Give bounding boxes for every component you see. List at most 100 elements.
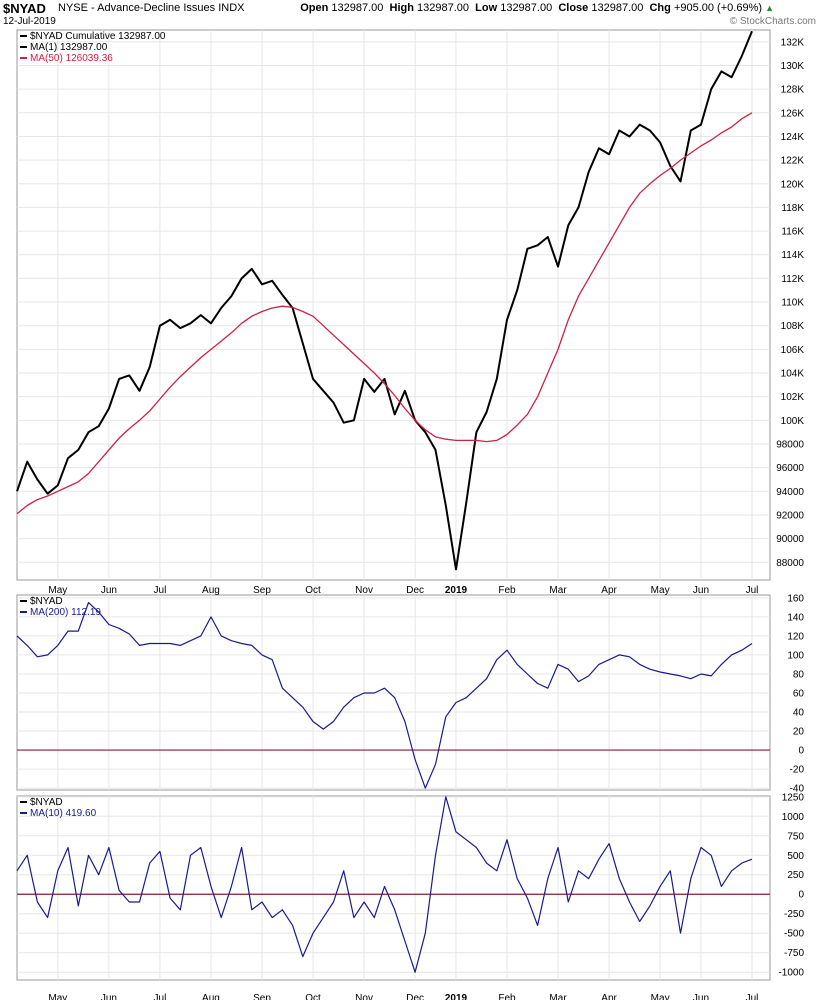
exchange-description: NYSE - Advance-Decline Issues INDX	[58, 2, 244, 14]
x-tick-label: Apr	[601, 993, 617, 1000]
chg-value: +905.00 (+0.69%)	[673, 2, 763, 14]
legend-entry: MA(50) 126039.36	[30, 53, 113, 64]
breadth-ma200-panel: -40 -20 0 20 40 60 80 100 120 140 160 $NYADMA(200) …	[16, 593, 805, 795]
series-line-ma200	[16, 601, 753, 789]
y-tick-label: 500	[787, 851, 804, 862]
breadth-ma10-panel: -1000 -750 -500 -250 0 250 500 750 1000 1250 $NYAD…	[16, 792, 804, 981]
chg-label: Chg	[649, 2, 671, 14]
x-tick-label: Feb	[498, 585, 516, 596]
x-tick-label: May	[48, 993, 67, 1000]
y-tick-label: -20	[790, 765, 805, 776]
change-up-icon: ▲	[765, 3, 774, 13]
x-tick-label: Mar	[549, 993, 567, 1000]
y-tick-label: 100K	[781, 416, 805, 427]
series-line-ma10	[16, 796, 753, 973]
y-tick-label: 104K	[781, 369, 805, 380]
x-tick-label: 2019	[445, 993, 468, 1000]
x-tick-label: Dec	[406, 993, 424, 1000]
y-tick-label: 118K	[781, 203, 804, 214]
price-panel: 88000 90000 92000 94000 96000 98000 100K 102K 10…	[16, 29, 805, 581]
x-tick-label: Jun	[101, 993, 117, 1000]
y-tick-label: -1000	[778, 968, 804, 979]
y-tick-label: 106K	[781, 345, 805, 356]
series-line-nyadcumulative	[16, 30, 753, 571]
y-tick-label: 102K	[781, 392, 805, 403]
x-tick-label: Apr	[601, 585, 617, 596]
y-tick-label: 20	[793, 727, 805, 738]
quote-summary: Open 132987.00 High 132987.00 Low 132987…	[300, 2, 774, 14]
exchange-name: NYSE - Advance-Decline Issues	[58, 2, 216, 14]
chart-date: 12-Jul-2019	[3, 16, 56, 27]
x-tick-label: Jun	[101, 585, 117, 596]
y-tick-label: 130K	[781, 61, 805, 72]
symbol-label: $NYAD	[3, 1, 46, 16]
legend-entry: MA(1) 132987.00	[30, 42, 108, 53]
close-value: 132987.00	[591, 2, 644, 14]
x-axis-bottom: May Jun Jul Aug Sep Oct Nov Dec 2019 Feb Mar Apr May…	[48, 993, 758, 1000]
x-tick-label: Aug	[202, 993, 220, 1000]
y-tick-label: -40	[790, 784, 805, 795]
y-tick-label: 88000	[776, 558, 804, 569]
y-tick-label: 124K	[781, 132, 805, 143]
legend-entry: $NYAD Cumulative 132987.00	[30, 31, 166, 42]
y-tick-label: 116K	[781, 227, 804, 238]
x-tick-label: Jun	[693, 585, 709, 596]
chart-header: $NYAD NYSE - Advance-Decline Issues INDX…	[0, 0, 820, 30]
x-tick-label: Mar	[549, 585, 567, 596]
y-tick-label: 94000	[776, 487, 804, 498]
panel-frame	[16, 29, 771, 581]
y-tick-label: 114K	[781, 250, 804, 261]
x-tick-label: Aug	[202, 585, 220, 596]
y-tick-label: 132K	[781, 37, 805, 48]
low-value: 132987.00	[500, 2, 553, 14]
y-tick-label: 126K	[781, 108, 805, 119]
y-tick-label: 80	[793, 669, 805, 680]
legend-entry: $NYAD	[30, 596, 63, 607]
y-tick-label: 100	[787, 650, 804, 661]
x-tick-label: Dec	[406, 585, 424, 596]
series-line-ma50	[16, 112, 753, 515]
y-tick-label: 0	[798, 746, 804, 757]
y-tick-label: 40	[793, 708, 805, 719]
x-tick-label: May	[651, 993, 670, 1000]
x-tick-label: Jul	[154, 993, 167, 1000]
y-tick-label: 96000	[776, 463, 804, 474]
y-tick-label: 160	[787, 593, 804, 604]
y-tick-label: 120K	[781, 179, 805, 190]
y-tick-label: 110K	[781, 298, 804, 309]
x-tick-label: May	[48, 585, 67, 596]
x-tick-label: Nov	[355, 585, 373, 596]
y-tick-label: 108K	[781, 321, 805, 332]
x-tick-label: May	[651, 585, 670, 596]
index-type: INDX	[218, 2, 245, 14]
stockcharts-watermark: © StockCharts.com	[729, 16, 816, 27]
open-value: 132987.00	[331, 2, 384, 14]
x-tick-label: Sep	[253, 585, 271, 596]
x-tick-label: Feb	[498, 993, 516, 1000]
y-tick-label: 98000	[776, 439, 804, 450]
y-tick-label: 140	[787, 612, 804, 623]
x-tick-label: 2019	[445, 585, 468, 596]
y-tick-label: 250	[787, 870, 804, 881]
legend-entry: $NYAD	[30, 797, 63, 808]
y-tick-label: 128K	[781, 85, 805, 96]
x-tick-label: Jun	[693, 993, 709, 1000]
y-tick-label: 60	[793, 688, 805, 699]
high-label: High	[389, 2, 414, 14]
y-tick-label: 0	[798, 890, 804, 901]
x-tick-label: Jul	[746, 993, 759, 1000]
y-tick-label: 122K	[781, 156, 805, 167]
y-tick-label: 90000	[776, 534, 804, 545]
x-tick-label: Oct	[305, 993, 321, 1000]
x-axis-top: May Jun Jul Aug Sep Oct Nov Dec 2019 Feb Mar Apr May…	[48, 585, 758, 596]
close-label: Close	[558, 2, 589, 14]
x-tick-label: Jul	[154, 585, 167, 596]
y-tick-label: 92000	[776, 510, 804, 521]
y-tick-label: -250	[784, 909, 804, 920]
y-tick-label: -500	[784, 929, 804, 940]
high-value: 132987.00	[417, 2, 470, 14]
y-tick-label: 112K	[781, 274, 804, 285]
x-tick-label: Nov	[355, 993, 373, 1000]
low-label: Low	[475, 2, 498, 14]
